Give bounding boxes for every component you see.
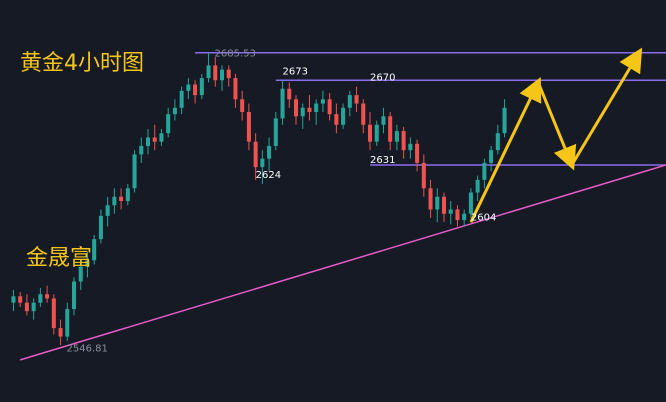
price-label: 2631 [370, 155, 395, 166]
candle-body [468, 192, 473, 214]
candle-body [219, 69, 225, 81]
candle-body [125, 188, 130, 201]
candle-body [455, 209, 460, 221]
candle-body [92, 239, 97, 261]
candle-body [38, 294, 43, 303]
candle-body [367, 124, 373, 142]
candle-body [320, 99, 325, 104]
projection-group [469, 47, 643, 223]
price-label: 2685.53 [215, 49, 256, 60]
candle-body [51, 298, 56, 329]
candle-body [495, 133, 500, 151]
candle-body [253, 141, 258, 168]
candle-body [415, 143, 420, 163]
projection-arrow [536, 81, 577, 171]
candle-body [132, 154, 137, 189]
candle-body [482, 162, 487, 180]
candle-body [152, 137, 157, 142]
price-label: 2670 [370, 73, 395, 84]
candle-body [267, 145, 272, 159]
candle-body [139, 145, 144, 155]
candle-body [280, 88, 285, 119]
candle-body [401, 131, 406, 151]
candle-body [145, 137, 151, 146]
watermark-text: 金晟富 [26, 246, 92, 271]
candle-body [58, 328, 63, 337]
candle-body [462, 213, 467, 221]
candle-body [441, 196, 447, 214]
candle-body [293, 99, 299, 117]
candle-body [287, 88, 292, 100]
candle-body [186, 84, 191, 91]
candle-body [45, 294, 50, 299]
candle-body [31, 302, 36, 312]
candles-group [11, 52, 507, 346]
candle-body [428, 188, 433, 210]
candle-body [98, 215, 103, 240]
candle-body [273, 118, 278, 146]
candle-body [381, 116, 386, 125]
projection-arrow [570, 47, 643, 166]
candle-body [374, 124, 379, 142]
chart-title: 黄金4小时图 [20, 51, 144, 76]
candle-body [448, 209, 453, 214]
candle-body [341, 107, 346, 125]
candle-body [421, 162, 426, 189]
candle-body [85, 260, 90, 267]
candle-body [307, 107, 312, 113]
candle-body [213, 65, 218, 81]
candle-body [314, 103, 319, 113]
candle-body [300, 107, 305, 117]
candle-body [233, 78, 238, 100]
candle-body [206, 65, 211, 79]
candle-body [260, 158, 265, 168]
candle-body [166, 114, 171, 134]
price-label: 2624 [256, 170, 281, 181]
candle-body [246, 112, 251, 142]
price-label: 2546.81 [67, 344, 108, 355]
candle-body [199, 78, 204, 96]
candle-body [112, 196, 117, 206]
projection-arrow [469, 76, 542, 223]
candle-body [179, 90, 184, 108]
candle-body [11, 296, 16, 303]
candle-body [347, 95, 352, 108]
price-label: 2673 [283, 66, 308, 77]
price-labels-group: 2685.53 2546.81 2673 2670 2631 2624 2604 [67, 49, 497, 355]
trend-line [19, 164, 666, 361]
candle-body [394, 131, 399, 142]
candle-body [435, 196, 440, 210]
candle-body [78, 266, 83, 282]
candle-body [334, 114, 339, 125]
candle-body [502, 107, 507, 134]
candle-body [354, 95, 359, 104]
candle-body [71, 281, 77, 310]
horizontal-levels [195, 51, 666, 166]
trend-line-group [19, 164, 666, 361]
candle-body [65, 309, 70, 337]
candle-body [18, 296, 23, 303]
candle-body [226, 69, 231, 79]
candle-body [193, 84, 198, 96]
candle-body [159, 133, 164, 142]
candle-body [489, 150, 494, 163]
candle-body [172, 107, 177, 115]
candle-body [388, 116, 393, 142]
candle-body [327, 99, 332, 115]
candle-body [361, 103, 366, 125]
candle-body [240, 99, 245, 113]
price-label: 2604 [471, 212, 496, 223]
candle-body [408, 143, 413, 151]
candle-body [119, 196, 124, 201]
candle-body [475, 179, 480, 193]
candle-body [105, 205, 110, 216]
candle-body [24, 302, 29, 312]
